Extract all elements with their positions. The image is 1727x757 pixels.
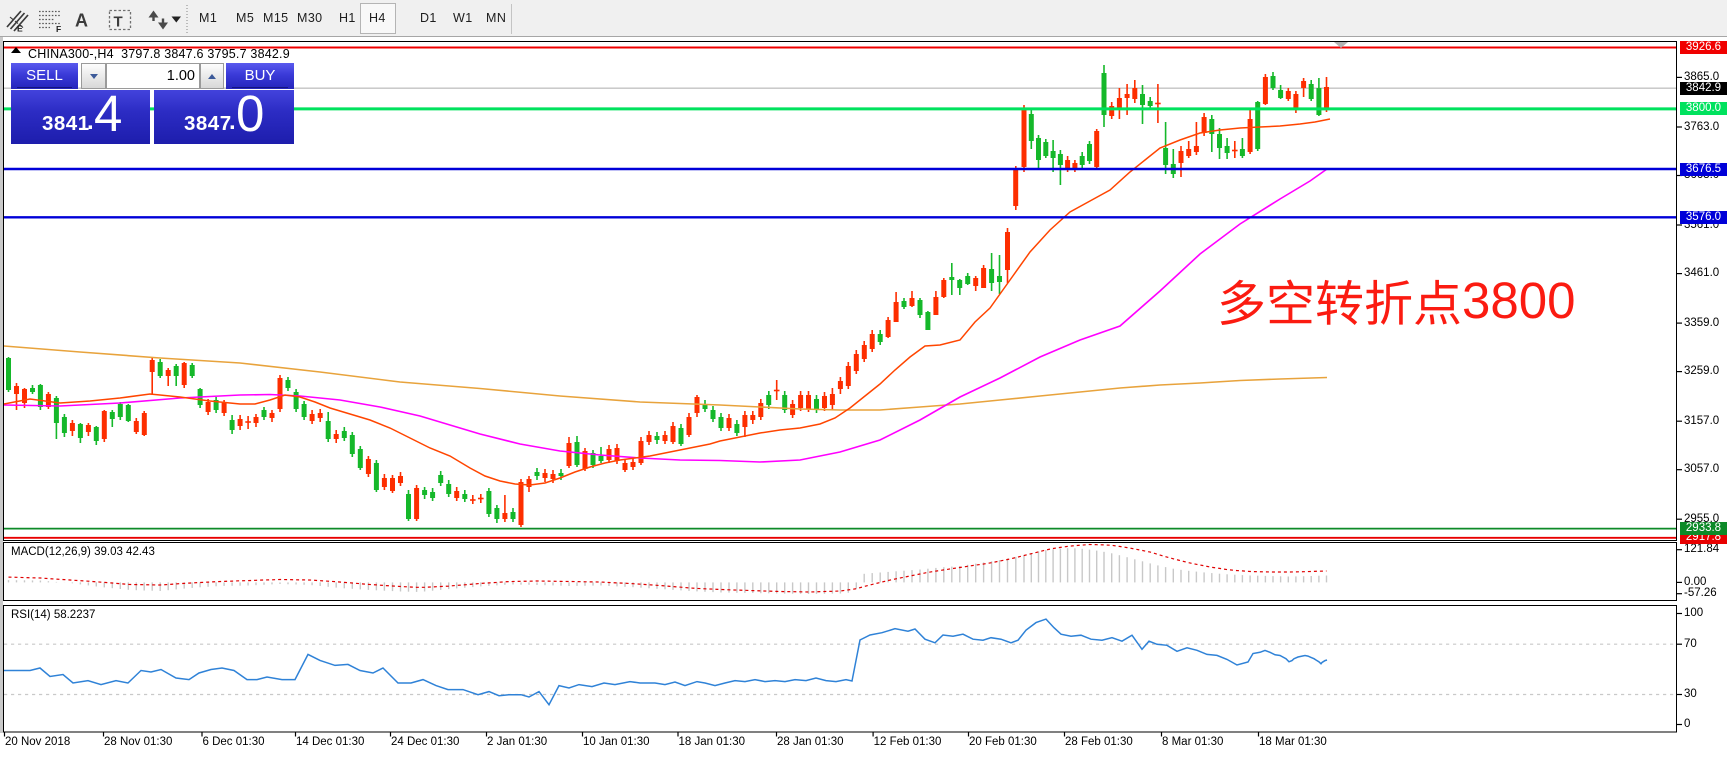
svg-text:F: F [56, 24, 61, 34]
svg-text:T: T [114, 14, 123, 31]
svg-text:A: A [75, 11, 88, 31]
svg-text:3800: 3800 [1462, 272, 1575, 329]
svg-text:E: E [17, 24, 23, 34]
